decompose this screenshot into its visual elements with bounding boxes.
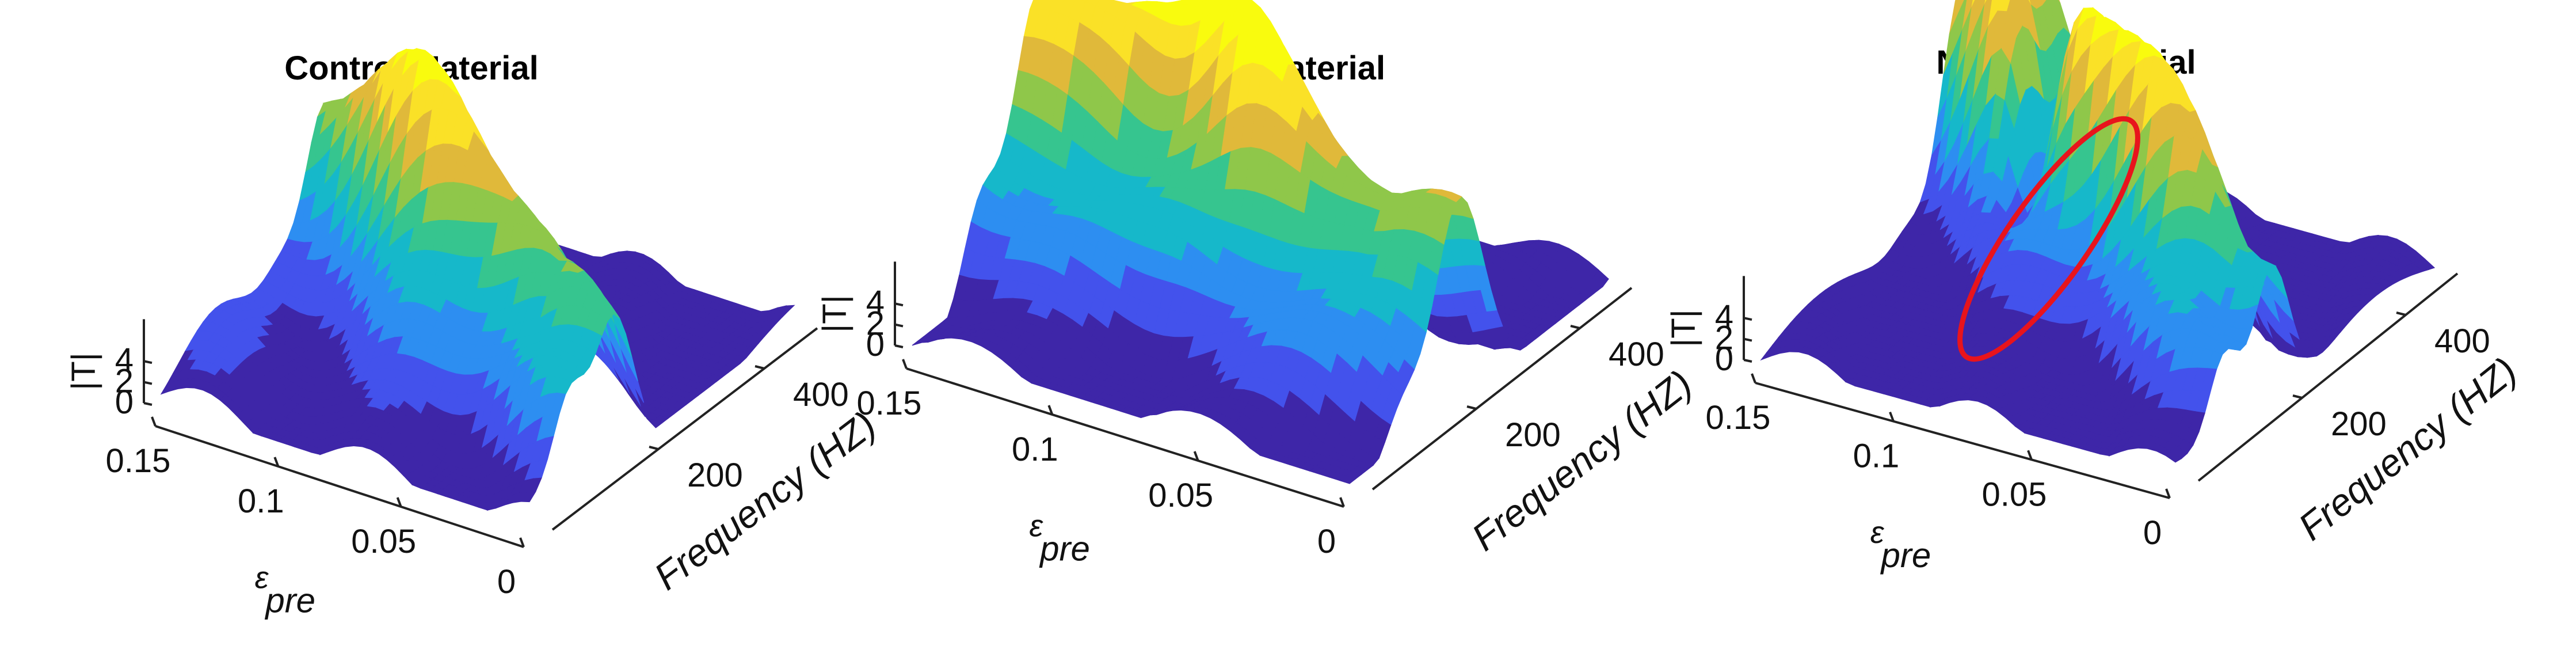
y-tick-label: 200: [1505, 416, 1561, 454]
x-tick-label: 0: [497, 563, 516, 601]
z-axis-label: |T|: [816, 295, 853, 333]
x-tick-label: 0.1: [238, 483, 284, 520]
x-tick-label: 0: [1317, 523, 1336, 560]
y-tick-mark: [754, 365, 765, 370]
z-axis-label: |T|: [65, 352, 102, 390]
x-axis-label: ε pre: [255, 560, 315, 620]
y-tick-mark: [1466, 405, 1477, 410]
y-tick-mark: [1570, 325, 1580, 329]
x-tick-label: 0.15: [106, 442, 171, 480]
y-tick-label: 400: [1609, 336, 1664, 373]
y-axis-line: [551, 327, 818, 531]
surface-plot: [1760, 0, 2436, 463]
surface-patch: [520, 491, 536, 503]
x-tick-mark: [396, 497, 402, 507]
z-tick-label: 4: [115, 341, 134, 379]
x-axis-line: [155, 425, 524, 548]
z-tick-mark: [143, 402, 153, 406]
z-tick-mark: [143, 360, 153, 364]
z-tick-label: 0: [115, 383, 134, 421]
x-tick-mark: [519, 537, 525, 548]
y-tick-mark: [649, 446, 659, 450]
x-tick-label: 0.15: [857, 385, 922, 422]
surface-plot: [912, 0, 1609, 484]
y-tick-label: 200: [687, 457, 743, 494]
x-tick-label: 0.05: [1148, 477, 1213, 514]
z-tick-label: 4: [866, 284, 885, 321]
x-tick-label: 0.1: [1012, 431, 1058, 468]
x-tick-label: 0.05: [351, 523, 416, 560]
z-tick-mark: [143, 381, 153, 385]
x-tick-mark: [273, 457, 280, 467]
z-tick-label: 2: [115, 363, 134, 400]
panel-ns-metamaterial: NS Metamaterial 0.150.10.050εpre200400Fr…: [1665, 0, 2525, 575]
surface-plot: [160, 48, 795, 511]
x-axis-label: ε pre: [1029, 509, 1089, 568]
z-tick-mark: [894, 344, 904, 348]
y-tick-label: 400: [793, 376, 849, 413]
x-tick-mark: [902, 359, 908, 369]
panel-voided-material: Voided Material 0.150.10.050εpre200400Fr…: [816, 0, 1699, 568]
x-tick-mark: [151, 416, 157, 427]
z-tick-mark: [894, 302, 904, 307]
z-tick-mark: [894, 323, 904, 328]
